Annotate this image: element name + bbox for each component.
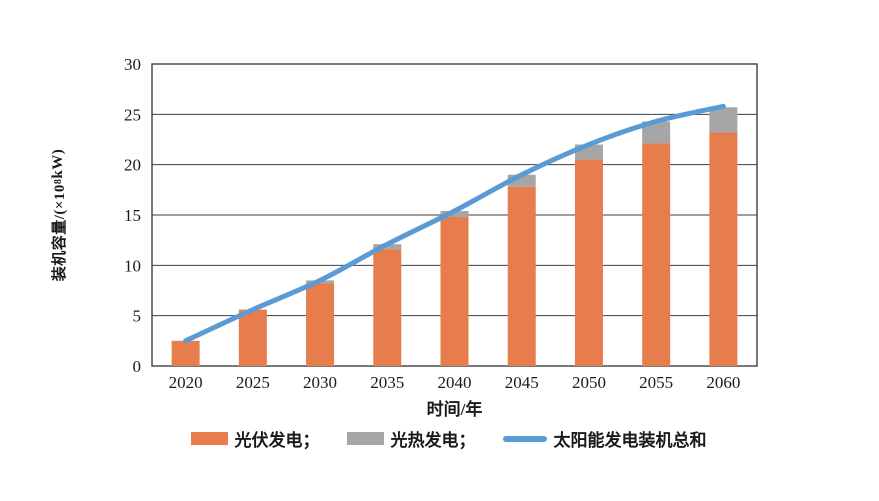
y-axis-title-superscript: 8: [52, 178, 64, 185]
bar-2045-pv: [507, 186, 536, 366]
bar-2035-pv: [373, 249, 402, 366]
total-line-swatch: [502, 435, 547, 442]
legend-item-total: 太阳能发电装机总和: [502, 426, 707, 451]
legend-item-pv: 光伏发电；: [190, 426, 320, 451]
chart-legend: 光伏发电； 光热发电； 太阳能发电装机总和: [0, 426, 879, 451]
y-tick-label-20: 20: [124, 156, 141, 175]
y-tick-label-5: 5: [133, 307, 142, 326]
y-tick-label-30: 30: [124, 55, 141, 74]
x-tick-label-2040: 2040: [438, 373, 472, 392]
bar-2060-pv: [709, 132, 738, 366]
csp-legend-label: 光热发电；: [390, 431, 476, 450]
bar-2025-pv: [238, 309, 267, 366]
bar-2055-pv: [642, 143, 671, 366]
pv-bar-swatch: [190, 432, 228, 445]
x-axis-title: 时间/年: [426, 400, 483, 419]
x-tick-label-2030: 2030: [303, 373, 337, 392]
legend-item-csp: 光热发电；: [346, 426, 476, 451]
x-tick-label-2050: 2050: [572, 373, 606, 392]
bar-2020-pv: [171, 340, 200, 366]
csp-bar-swatch: [346, 432, 384, 445]
bar-2040-pv: [440, 217, 469, 366]
total-legend-label: 太阳能发电装机总和: [553, 431, 707, 450]
y-axis-title-unit: kW): [49, 148, 66, 179]
x-tick-label-2035: 2035: [370, 373, 404, 392]
bar-2040-csp: [440, 210, 469, 218]
bar-2055-csp: [642, 121, 671, 144]
x-tick-label-2060: 2060: [706, 373, 740, 392]
total-line: [183, 103, 726, 344]
x-tick-label-2025: 2025: [236, 373, 270, 392]
y-tick-label-10: 10: [124, 256, 141, 275]
y-axis-title-text: 装机容量/(×10: [51, 184, 68, 282]
x-tick-label-2045: 2045: [505, 373, 539, 392]
x-tick-label-2020: 2020: [169, 373, 203, 392]
bar-2030-pv: [306, 283, 335, 366]
y-tick-label-25: 25: [124, 105, 141, 124]
y-tick-label-0: 0: [133, 357, 142, 376]
bar-2050-pv: [574, 159, 603, 366]
x-tick-label-2055: 2055: [639, 373, 673, 392]
y-tick-label-15: 15: [124, 206, 141, 225]
bar-2060-csp: [709, 107, 738, 133]
pv-legend-label: 光伏发电；: [234, 431, 320, 450]
